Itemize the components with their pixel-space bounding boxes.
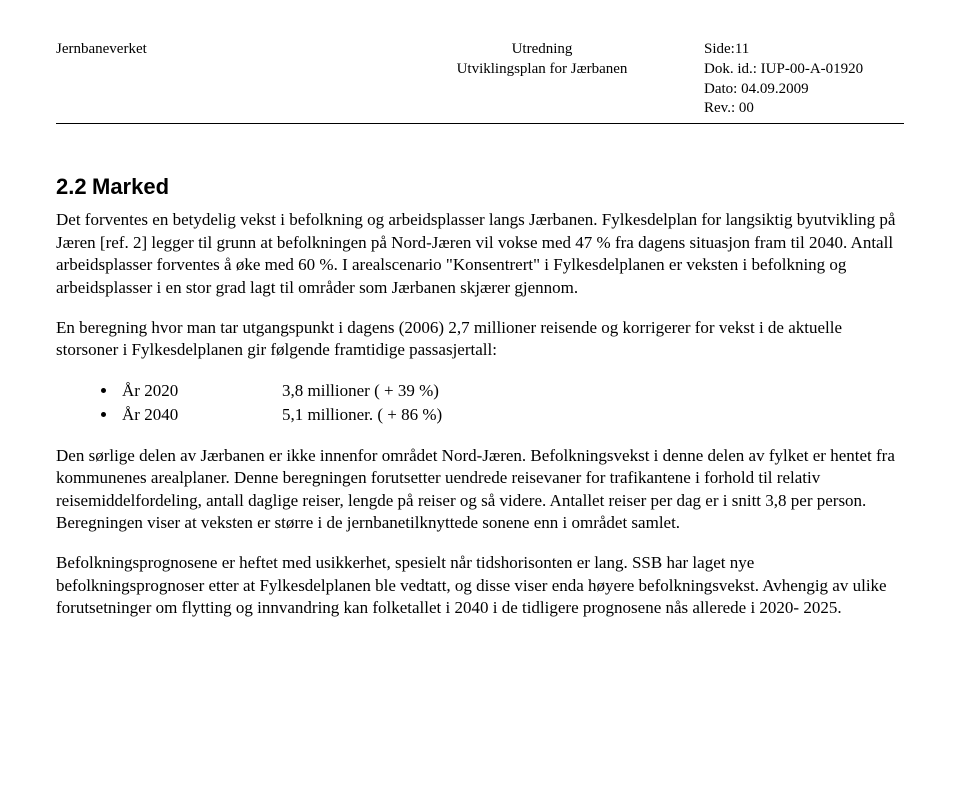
side-value: 11 [735, 41, 749, 57]
year-value: 3,8 millioner ( + 39 %) [282, 381, 439, 400]
rev-value: 00 [739, 100, 754, 116]
year-value: 5,1 millioner. ( + 86 %) [282, 405, 442, 424]
dokid-value: IUP-00-A-01920 [761, 61, 864, 77]
org-name: Jernbaneverket [56, 40, 380, 60]
page-header: Jernbaneverket Utredning Utviklingsplan … [56, 40, 904, 124]
rev-label: Rev.: [704, 100, 735, 116]
header-dokid: Dok. id.: IUP-00-A-01920 [704, 60, 904, 80]
list-item: År 20203,8 millioner ( + 39 %) [118, 380, 904, 402]
dokid-label: Dok. id.: [704, 61, 757, 77]
header-dato: Dato: 04.09.2009 [704, 80, 904, 100]
header-side: Side:11 [704, 40, 904, 60]
year-label: År 2040 [122, 404, 282, 426]
header-rev: Rev.: 00 [704, 99, 904, 119]
paragraph-2: En beregning hvor man tar utgangspunkt i… [56, 317, 904, 362]
year-label: År 2020 [122, 380, 282, 402]
header-org: Jernbaneverket [56, 40, 380, 60]
paragraph-3: Den sørlige delen av Jærbanen er ikke in… [56, 445, 904, 535]
list-item: År 20405,1 millioner. ( + 86 %) [118, 404, 904, 426]
header-title-line1: Utredning [380, 40, 704, 60]
paragraph-1: Det forventes en betydelig vekst i befol… [56, 209, 904, 299]
section-title: Marked [92, 174, 169, 199]
paragraph-4: Befolkningsprognosene er heftet med usik… [56, 552, 904, 619]
header-title: Utredning Utviklingsplan for Jærbanen [380, 40, 704, 80]
section-number: 2.2 [56, 172, 92, 201]
section-heading: 2.2Marked [56, 172, 904, 201]
side-label: Side: [704, 41, 735, 57]
dato-value: 04.09.2009 [741, 81, 809, 97]
header-meta: Side:11 Dok. id.: IUP-00-A-01920 Dato: 0… [704, 40, 904, 119]
dato-label: Dato: [704, 81, 737, 97]
header-title-line2: Utviklingsplan for Jærbanen [380, 60, 704, 80]
passenger-list: År 20203,8 millioner ( + 39 %) År 20405,… [56, 380, 904, 427]
